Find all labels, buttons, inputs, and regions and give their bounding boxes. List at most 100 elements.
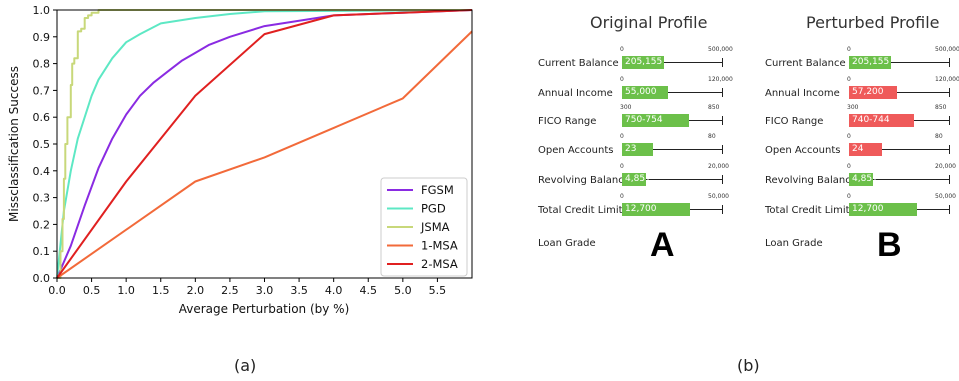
series-line-jsma: [57, 9, 472, 279]
unchanged-value-bar: [622, 143, 653, 156]
bar-value-label: 23: [625, 144, 637, 154]
range-min-label: 0: [847, 163, 851, 170]
y-tick-label: 0.0: [33, 272, 51, 285]
range-track: [622, 92, 722, 93]
range-max-label: 80: [935, 133, 943, 140]
original-loan-grade: A: [650, 226, 675, 264]
range-max-label: 120,000: [708, 76, 733, 83]
bar-value-label: 4,851: [852, 174, 878, 184]
range-track: [849, 179, 949, 180]
y-tick-label: 0.2: [33, 218, 51, 231]
perturbed-feature-label: Loan Grade: [765, 238, 823, 249]
caption-b: (b): [737, 356, 760, 375]
range-track-end: [949, 205, 950, 214]
y-axis: 0.0 0.1 0.2 0.3 0.4 0.5 0.6 0.7 0.8 0.9 1.0: [33, 4, 57, 285]
unchanged-value-bar: [622, 114, 689, 127]
legend-entry: 2-MSA: [421, 257, 458, 271]
series-line-1-msa: [56, 30, 473, 279]
range-track: [622, 179, 722, 180]
range-min-label: 300: [847, 104, 859, 111]
unchanged-value-bar: [622, 86, 668, 99]
bar-value-label: 24: [852, 144, 864, 154]
perturbed-feature-label: Revolving Balance: [765, 175, 857, 186]
range-track-end: [722, 145, 723, 154]
y-tick-label: 0.6: [33, 111, 51, 124]
bar-value-label: 57,200: [852, 87, 884, 97]
range-max-label: 50,000: [708, 193, 729, 200]
series-line-2-msa: [56, 9, 473, 279]
unchanged-value-bar: [849, 173, 873, 186]
bar-value-label: 55,000: [625, 87, 657, 97]
original-feature-label: Current Balance: [538, 58, 619, 69]
perturbed-feature-label: Current Balance: [765, 58, 846, 69]
legend-entry: FGSM: [421, 183, 454, 197]
range-min-label: 0: [620, 133, 624, 140]
range-max-label: 50,000: [935, 193, 956, 200]
range-track-end: [949, 88, 950, 97]
bar-value-label: 740-744: [852, 115, 890, 125]
range-min-label: 0: [847, 46, 851, 53]
range-track-end: [949, 175, 950, 184]
range-min-label: 0: [847, 133, 851, 140]
perturbed-profile-title: Perturbed Profile: [806, 13, 940, 32]
bar-value-label: 4,851: [625, 174, 651, 184]
y-tick-label: 1.0: [33, 4, 51, 17]
range-min-label: 0: [620, 46, 624, 53]
range-max-label: 80: [708, 133, 716, 140]
bar-value-label: 12,700: [625, 204, 657, 214]
x-tick-label: 4.5: [360, 284, 378, 297]
unchanged-value-bar: [622, 56, 664, 69]
x-tick-label: 1.5: [152, 284, 170, 297]
y-axis-label: Missclassification Success: [7, 66, 21, 222]
changed-value-bar: [849, 143, 882, 156]
legend-box: [380, 177, 468, 277]
original-feature-label: Loan Grade: [538, 238, 596, 249]
line-chart: 0.0 0.5 1.0 1.5 2.0 2.5 3.0 3.5 4.0 4.5 5.0 5.5 0.0…: [7, 4, 473, 316]
range-track-end: [949, 145, 950, 154]
range-track-end: [722, 205, 723, 214]
perturbed-feature-label: Total Credit Limit: [765, 205, 850, 216]
range-min-label: 0: [620, 76, 624, 83]
range-max-label: 850: [708, 104, 720, 111]
legend: FGSM PGD JSMA 1-MSA 2-MSA: [380, 177, 468, 277]
bar-value-label: 205,155: [625, 57, 663, 67]
x-axis: 0.0 0.5 1.0 1.5 2.0 2.5 3.0 3.5 4.0 4.5 5.0 5.5: [48, 278, 446, 297]
range-max-label: 850: [935, 104, 947, 111]
bar-value-label: 750-754: [625, 115, 663, 125]
range-track: [849, 149, 949, 150]
range-min-label: 0: [620, 193, 624, 200]
series-line-fgsm: [56, 9, 473, 279]
x-tick-label: 1.0: [117, 284, 135, 297]
x-axis-label: Average Perturbation (by %): [179, 302, 350, 316]
x-tick-label: 2.0: [187, 284, 205, 297]
x-tick-label: 4.0: [325, 284, 343, 297]
bar-value-label: 12,700: [852, 204, 884, 214]
range-track-end: [722, 88, 723, 97]
unchanged-value-bar: [622, 173, 646, 186]
legend-entry: 1-MSA: [421, 239, 458, 253]
perturbed-feature-label: Annual Income: [765, 88, 840, 99]
range-track-end: [722, 175, 723, 184]
range-max-label: 120,000: [935, 76, 959, 83]
x-tick-label: 5.5: [429, 284, 447, 297]
range-track-end: [722, 116, 723, 125]
y-tick-label: 0.5: [33, 138, 51, 151]
caption-a: (a): [234, 356, 257, 375]
x-tick-label: 0.5: [83, 284, 101, 297]
original-feature-label: Open Accounts: [538, 145, 614, 156]
unchanged-value-bar: [849, 203, 917, 216]
range-track-end: [949, 116, 950, 125]
range-max-label: 500,000: [708, 46, 733, 53]
changed-value-bar: [849, 86, 897, 99]
changed-value-bar: [849, 114, 914, 127]
x-tick-label: 3.5: [290, 284, 308, 297]
range-max-label: 20,000: [935, 163, 956, 170]
unchanged-value-bar: [622, 203, 690, 216]
unchanged-value-bar: [849, 56, 891, 69]
series-lines: [56, 9, 473, 279]
original-feature-label: Total Credit Limit: [538, 205, 623, 216]
perturbed-loan-grade: B: [877, 226, 902, 264]
range-track-end: [949, 58, 950, 67]
perturbed-feature-label: Open Accounts: [765, 145, 841, 156]
range-min-label: 0: [847, 193, 851, 200]
